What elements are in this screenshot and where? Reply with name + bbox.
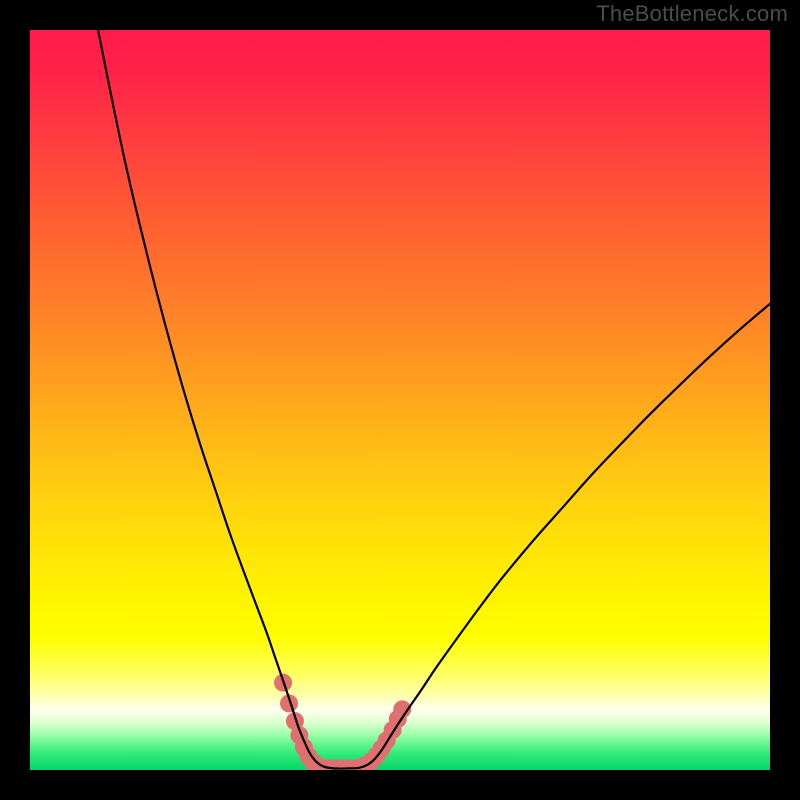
watermark-text: TheBottleneck.com xyxy=(596,1,788,27)
bottleneck-chart xyxy=(0,0,800,800)
plot-background xyxy=(30,30,770,770)
chart-stage: TheBottleneck.com xyxy=(0,0,800,800)
